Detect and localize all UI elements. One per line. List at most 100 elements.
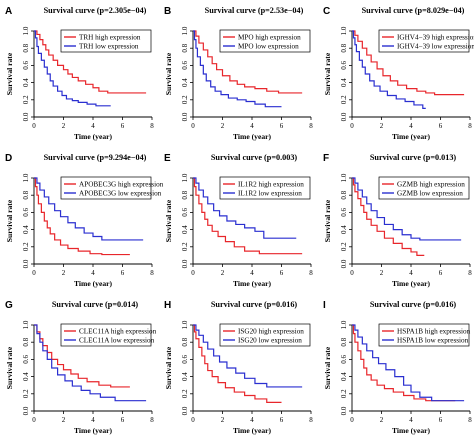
y-tick-label: 0.2	[181, 389, 189, 398]
panel-b: B Survival curve (p=2.53e−04) 0 2 4 6 8 0.0 0.2 0…	[164, 6, 313, 141]
x-tick-label: 4	[91, 122, 95, 130]
x-tick-label: 8	[309, 416, 313, 424]
y-tick-label: 0.4	[181, 372, 189, 381]
x-axis-title: Time (year)	[74, 132, 112, 141]
legend-label-low: ISG20 low expression	[238, 337, 302, 345]
panel-letter: I	[323, 300, 326, 311]
legend-box	[378, 29, 470, 53]
y-tick-label: 0.4	[340, 372, 348, 381]
panel-title: Survival curve (p=2.53e−04)	[205, 6, 304, 15]
survival-curve-low	[352, 30, 426, 109]
survival-curve-high	[193, 324, 282, 403]
survival-curve-low	[34, 30, 111, 107]
x-tick-label: 8	[150, 269, 154, 277]
y-tick-label: 1.0	[22, 173, 30, 182]
survival-curve-low	[193, 177, 297, 239]
legend-box	[219, 323, 311, 347]
y-tick-label: 0.4	[340, 78, 348, 87]
y-tick-label: 1.0	[181, 173, 189, 182]
y-axis-title: Survival rate	[5, 199, 14, 242]
legend-label-high: IL1R2 high expression	[238, 181, 304, 189]
y-tick-label: 0.4	[340, 225, 348, 234]
legend-box	[219, 29, 311, 53]
survival-curve-low	[193, 30, 282, 108]
survival-curve-low	[352, 324, 465, 402]
y-tick-label: 0.0	[22, 406, 30, 415]
y-tick-label: 0.6	[22, 61, 30, 70]
x-tick-label: 6	[121, 269, 125, 277]
panel-c: C Survival curve (p=8.029e−04) 0 2 4 6 8 0.0 0.2…	[323, 6, 474, 141]
x-tick-label: 4	[250, 416, 254, 424]
panel-letter: H	[164, 300, 171, 311]
x-tick-label: 2	[221, 416, 225, 424]
panel-i: I Survival curve (p=0.016) 0 2 4 6 8 0.0 0.2 0.4 0…	[323, 300, 472, 435]
x-tick-label: 0	[32, 122, 36, 130]
x-axis-title: Time (year)	[392, 132, 430, 141]
panel-title: Survival curve (p=0.016)	[370, 300, 457, 309]
y-tick-label: 0.2	[181, 242, 189, 251]
legend-box	[378, 176, 470, 200]
panel-letter: D	[5, 153, 12, 164]
y-tick-label: 1.0	[181, 26, 189, 35]
y-axis-title: Survival rate	[323, 346, 332, 389]
panel-title: Survival curve (p=0.003)	[211, 153, 298, 162]
y-tick-label: 0.8	[22, 43, 30, 52]
x-tick-label: 8	[309, 122, 313, 130]
y-tick-label: 0.2	[340, 389, 348, 398]
legend-label-high: TRH high expression	[79, 34, 141, 42]
x-tick-label: 2	[62, 269, 66, 277]
legend-label-low: APOBEC3G low expression	[79, 190, 162, 198]
legend-label-low: GZMB low expression	[397, 190, 463, 198]
panel-letter: C	[323, 6, 330, 17]
legend-label-high: MPO high expression	[238, 34, 301, 42]
panel-title: Survival curve (p=8.029e−04)	[362, 6, 465, 15]
y-tick-label: 0.6	[181, 208, 189, 217]
x-tick-label: 8	[150, 122, 154, 130]
survival-curve-high	[352, 30, 465, 96]
y-tick-label: 0.8	[340, 337, 348, 346]
y-tick-label: 0.4	[22, 225, 30, 234]
legend-label-high: IGHV4−39 high expression	[397, 34, 474, 42]
x-tick-label: 6	[280, 269, 284, 277]
survival-curve-high	[34, 177, 130, 256]
y-tick-label: 1.0	[340, 26, 348, 35]
y-tick-label: 0.6	[22, 355, 30, 364]
x-tick-label: 0	[32, 416, 36, 424]
x-tick-label: 8	[150, 416, 154, 424]
x-tick-label: 0	[32, 269, 36, 277]
legend-label-low: CLEC11A low expression	[79, 337, 155, 345]
x-tick-label: 2	[221, 122, 225, 130]
panel-title: Survival curve (p=2.305e−04)	[44, 6, 147, 15]
panel-title: Survival curve (p=0.014)	[52, 300, 139, 309]
x-tick-label: 4	[409, 416, 413, 424]
legend-label-high: CLEC11A high expression	[79, 328, 157, 336]
x-tick-label: 4	[409, 122, 413, 130]
survival-curve-high	[193, 30, 303, 94]
x-axis-title: Time (year)	[74, 426, 112, 435]
y-tick-label: 0.6	[340, 355, 348, 364]
y-axis-title: Survival rate	[323, 52, 332, 95]
y-tick-label: 0.0	[340, 406, 348, 415]
y-tick-label: 1.0	[22, 26, 30, 35]
y-tick-label: 0.6	[181, 61, 189, 70]
x-tick-label: 2	[380, 416, 384, 424]
legend-label-low: IL1R2 low expression	[238, 190, 302, 198]
x-tick-label: 2	[62, 416, 66, 424]
x-axis-title: Time (year)	[392, 426, 430, 435]
y-tick-label: 0.2	[340, 242, 348, 251]
survival-curve-low	[34, 324, 147, 402]
y-tick-label: 0.4	[181, 78, 189, 87]
y-axis-title: Survival rate	[5, 52, 14, 95]
x-tick-label: 4	[250, 122, 254, 130]
x-axis-title: Time (year)	[233, 132, 271, 141]
x-tick-label: 6	[121, 122, 125, 130]
y-tick-label: 0.2	[22, 389, 30, 398]
x-tick-label: 0	[191, 122, 195, 130]
survival-curve-high	[352, 177, 425, 256]
y-axis-title: Survival rate	[164, 52, 173, 95]
x-axis-title: Time (year)	[392, 279, 430, 288]
y-tick-label: 1.0	[181, 320, 189, 329]
y-tick-label: 0.4	[22, 78, 30, 87]
y-tick-label: 0.0	[181, 406, 189, 415]
